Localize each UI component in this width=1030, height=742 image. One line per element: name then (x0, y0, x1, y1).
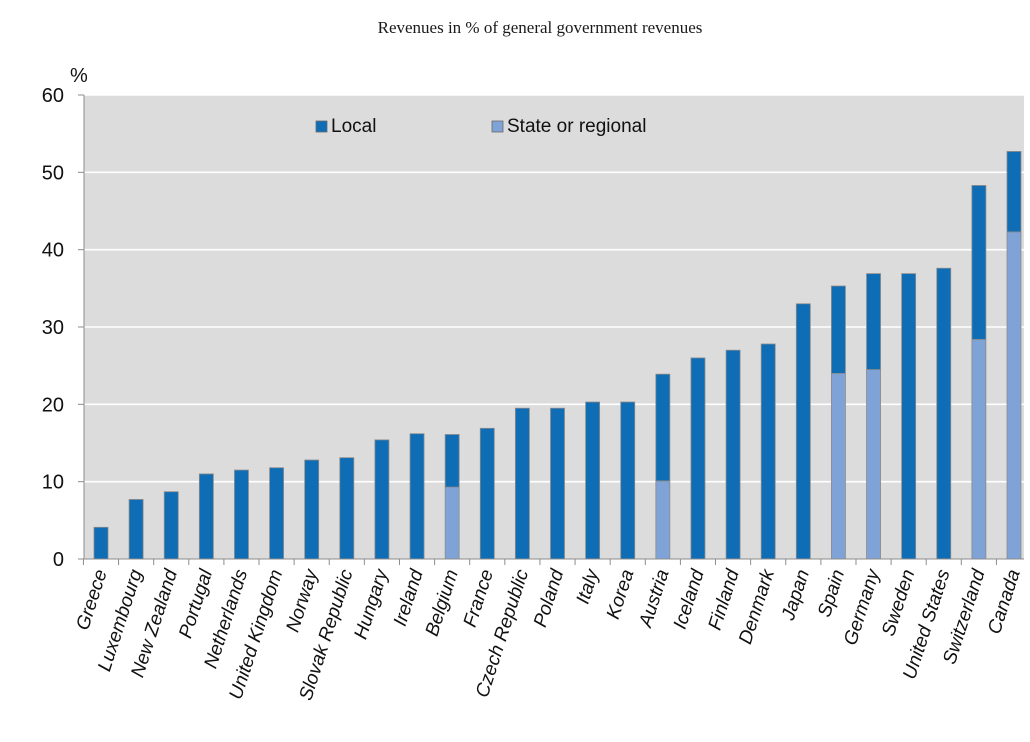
y-tick-label: 40 (42, 240, 64, 262)
bar-local (304, 459, 320, 560)
bar-local (936, 267, 952, 560)
x-tick-label: Poland (530, 566, 569, 630)
bar-local (234, 469, 249, 560)
x-tick-label: Sweden (878, 567, 919, 639)
x-tick-label: Korea (603, 567, 639, 622)
legend-label: Local (331, 116, 376, 137)
bar-local (795, 303, 811, 560)
bar-local (550, 407, 565, 560)
x-tick-label: Canada (984, 567, 1025, 637)
bar-state-or-regional (655, 480, 671, 560)
x-tick-label: Norway (283, 566, 323, 635)
x-tick-label: Belgium (422, 567, 463, 639)
bar-local (971, 185, 987, 340)
x-tick-label: Austria (635, 567, 674, 631)
bar-local (374, 439, 390, 560)
bar-state-or-regional (444, 486, 460, 560)
bar-state-or-regional (866, 369, 881, 560)
y-axis-label: % (70, 65, 88, 87)
bar-local (479, 427, 495, 560)
x-tick-label: Italy (573, 566, 604, 607)
bar-local (760, 343, 776, 560)
x-tick-label: France (460, 567, 498, 630)
x-tick-label: Hungary (351, 566, 394, 642)
bar-local (514, 407, 530, 560)
bar-local (620, 401, 636, 560)
bars (93, 151, 1022, 560)
y-tick-label: 10 (42, 472, 64, 494)
bar-local (93, 526, 109, 560)
bar-local (585, 401, 601, 560)
x-tick-label: Finland (705, 566, 745, 633)
bar-local (901, 273, 917, 560)
bar-local (128, 499, 144, 560)
x-tick-label: Spain (814, 567, 849, 620)
bar-state-or-regional (831, 372, 846, 560)
y-tick-label: 0 (53, 549, 64, 571)
legend-swatch (315, 120, 328, 133)
bar-local (725, 349, 741, 560)
y-tick-label: 30 (42, 317, 64, 339)
bar-state-or-regional (1006, 231, 1022, 560)
bar-local (1006, 151, 1022, 233)
bar-local (831, 285, 846, 374)
chart-title: Revenues in % of general government reve… (378, 18, 703, 37)
x-tick-label: Iceland (670, 566, 709, 632)
axes (78, 94, 1024, 565)
legend-label: State or regional (507, 116, 646, 137)
bar-local (866, 273, 881, 370)
bar-local (409, 433, 425, 560)
y-tick-labels: 0 10 20 30 40 50 60 (42, 85, 64, 571)
y-tick-label: 50 (42, 162, 64, 184)
bar-local (444, 434, 460, 488)
bar-local (163, 491, 179, 560)
bar-state-or-regional (971, 338, 987, 560)
legend-swatch (491, 120, 504, 133)
x-tick-label: Ireland (390, 566, 428, 629)
bar-local (198, 473, 214, 560)
bar-local (655, 373, 671, 482)
x-tick-label: Japan (778, 567, 814, 624)
x-tick-label: Greece (73, 567, 112, 633)
y-tick-label: 20 (42, 394, 64, 416)
legend: Local State or regional (315, 116, 646, 137)
bar-local (269, 467, 284, 560)
bar-local (339, 457, 355, 560)
bar-local (690, 357, 706, 560)
y-tick-label: 60 (42, 85, 64, 107)
